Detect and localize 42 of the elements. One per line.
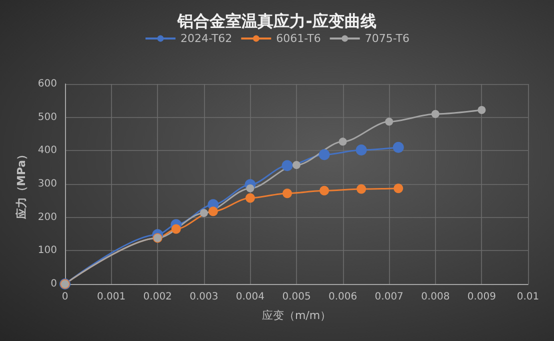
x-tick-label: 0 (62, 292, 68, 302)
point (320, 186, 330, 196)
x-tick-label: 0.004 (236, 292, 265, 302)
legend-label: 6061-T6 (276, 32, 321, 45)
point (338, 138, 347, 146)
x-tick-label: 0.006 (328, 292, 358, 302)
y-tick-label: 300 (38, 178, 57, 190)
y-tick-label: 200 (38, 212, 57, 223)
y-tick-label: 0 (50, 278, 57, 290)
point (431, 110, 440, 118)
x-axis-title: 应变（m/m） (262, 309, 332, 322)
point (478, 106, 486, 114)
point (356, 184, 366, 194)
point (208, 206, 218, 216)
x-tick-label: 0.01 (516, 292, 540, 302)
y-tick-label: 400 (38, 145, 57, 156)
x-tick-label: 0.001 (96, 292, 126, 302)
point (318, 149, 330, 160)
x-tick-label: 0.003 (190, 292, 218, 302)
legend-label: 2024-T62 (180, 32, 232, 45)
x-tick-label: 0.009 (467, 292, 496, 302)
y-tick-label: 500 (38, 112, 57, 123)
point (392, 142, 404, 153)
legend-label: 7075-T6 (364, 32, 410, 45)
point (385, 118, 394, 126)
chart-title: 铝合金室温真应力-应变曲线 (176, 12, 376, 30)
y-tick-label: 600 (38, 78, 57, 90)
point (356, 144, 367, 156)
y-axis-title: 应力（MPa） (15, 148, 28, 220)
y-tick-label: 100 (38, 245, 57, 256)
point (292, 161, 300, 169)
x-tick-label: 0.005 (282, 292, 311, 302)
point (394, 184, 404, 194)
x-tick-label: 0.007 (374, 292, 404, 302)
point (282, 160, 293, 172)
point (200, 209, 208, 217)
x-tick-label: 0.002 (143, 292, 172, 302)
point (171, 224, 181, 234)
x-tick-label: 0.008 (421, 292, 450, 302)
point (246, 184, 254, 192)
point (245, 193, 255, 203)
point (282, 188, 292, 198)
